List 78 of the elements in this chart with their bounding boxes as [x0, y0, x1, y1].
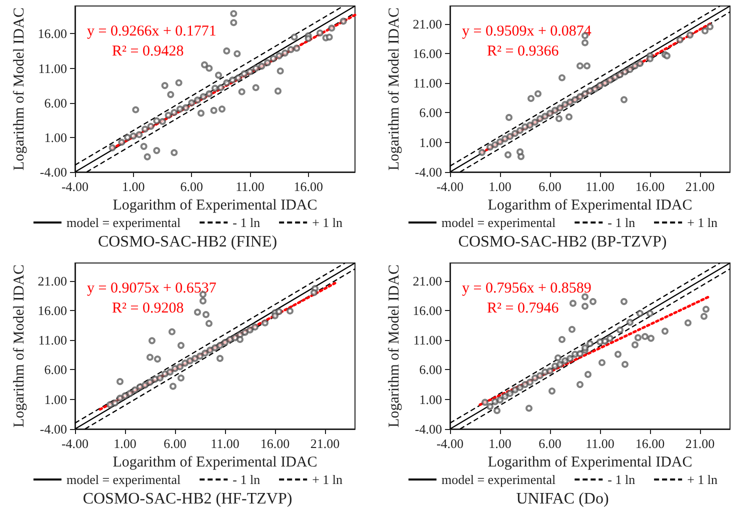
x-tick-label: -4.00 [61, 179, 89, 194]
x-tick-label: 16.00 [635, 179, 665, 194]
legend-label: model = experimental [441, 215, 556, 230]
x-tick-label: 6.00 [538, 179, 562, 194]
y-tick-label: 6.00 [44, 95, 67, 110]
y-tick-label: 6.00 [419, 362, 442, 378]
y-tick-label: -4.00 [40, 164, 67, 180]
annotation: R² = 0.9428 [112, 44, 184, 60]
y-tick-label: 16.00 [38, 302, 67, 318]
x-tick-label: 11.00 [586, 179, 614, 194]
x-tick-label: -4.00 [61, 436, 89, 451]
x-tick-label: 11.00 [236, 179, 264, 194]
y-tick-label: 21.00 [38, 273, 67, 288]
x-tick-label: 21.00 [310, 436, 340, 451]
x-tick-label: 16.00 [260, 436, 290, 451]
y-tick-label: 16.00 [412, 302, 442, 318]
y-axis-title: Logarithm of Model IDAC [386, 8, 402, 170]
x-tick-label: 6.00 [164, 436, 186, 451]
x-tick-label: 6.00 [538, 436, 562, 451]
y-tick-label: 1.00 [419, 134, 442, 150]
annotation: R² = 0.9208 [112, 300, 184, 316]
y-axis-title: Logarithm of Model IDAC [386, 264, 402, 428]
text: COSMO-SAC-HB2 (HF-TZVP) [82, 490, 292, 508]
y-tick-label: 11.00 [413, 332, 442, 348]
y-tick-label: -4.00 [414, 164, 442, 180]
legend-label: model = experimental [441, 472, 556, 487]
x-tick-label: 1.00 [488, 179, 512, 194]
x-tick-label: 16.00 [635, 436, 665, 451]
x-tick-label: -4.00 [436, 436, 464, 451]
legend-label: - 1 ln [232, 215, 261, 230]
y-tick-label: 1.00 [44, 130, 67, 145]
y-tick-label: 16.00 [38, 26, 67, 42]
legend-label: - 1 ln [608, 215, 636, 230]
x-axis-title: Logarithm of Experimental IDAC [112, 197, 318, 214]
x-tick-label: 1.00 [114, 436, 136, 451]
annotation: y = 0.9266x + 0.1771 [87, 24, 216, 40]
y-axis-title: Logarithm of Model IDAC [11, 8, 28, 170]
y-tick-label: 1.00 [44, 392, 67, 407]
x-tick-label: 6.00 [180, 179, 204, 194]
y-tick-label: 1.00 [419, 392, 442, 407]
y-axis-title: Logarithm of Model IDAC [11, 264, 28, 428]
annotation: y = 0.7956x + 0.8589 [462, 280, 592, 296]
legend-label: + 1 ln [687, 215, 718, 230]
legend-label: - 1 ln [232, 472, 261, 487]
legend-label: + 1 ln [312, 215, 344, 230]
annotation: y = 0.9509x + 0.0874 [462, 24, 592, 40]
text: COSMO-SAC-HB2 (FINE) [98, 234, 278, 250]
x-axis-title: Logarithm of Experimental IDAC [488, 197, 692, 214]
y-tick-label: -4.00 [414, 422, 442, 436]
x-tick-label: 11.00 [210, 436, 240, 451]
annotation: y = 0.9075x + 0.6537 [87, 280, 217, 296]
y-tick-label: 16.00 [412, 46, 442, 61]
x-tick-label: 21.00 [685, 179, 715, 194]
x-tick-label: 11.00 [586, 436, 614, 451]
x-tick-label: 16.00 [294, 179, 323, 194]
y-tick-label: 6.00 [419, 105, 442, 120]
text: UNIFAC (Do) [516, 490, 609, 508]
y-tick-label: 11.00 [38, 60, 67, 76]
x-tick-label: 1.00 [122, 179, 145, 194]
y-tick-label: -4.00 [40, 422, 67, 436]
y-tick-label: 21.00 [412, 273, 442, 288]
x-axis-title: Logarithm of Experimental IDAC [488, 454, 692, 470]
legend-label: - 1 ln [608, 472, 636, 487]
y-tick-label: 11.00 [38, 332, 67, 348]
text: COSMO-SAC-HB2 (BP-TZVP) [458, 234, 667, 250]
x-tick-label: 1.00 [488, 436, 512, 451]
x-tick-label: 21.00 [685, 436, 715, 451]
legend-label: model = experimental [66, 472, 182, 487]
y-tick-label: 11.00 [413, 76, 442, 91]
legend-label: + 1 ln [687, 472, 718, 487]
annotation: R² = 0.7946 [487, 300, 560, 316]
legend-label: model = experimental [66, 215, 182, 230]
legend-label: + 1 ln [312, 472, 344, 487]
y-tick-label: 6.00 [44, 362, 67, 378]
x-axis-title: Logarithm of Experimental IDAC [112, 454, 318, 470]
x-tick-label: -4.00 [436, 179, 464, 194]
annotation: R² = 0.9366 [487, 44, 560, 60]
y-tick-label: 21.00 [412, 16, 442, 32]
